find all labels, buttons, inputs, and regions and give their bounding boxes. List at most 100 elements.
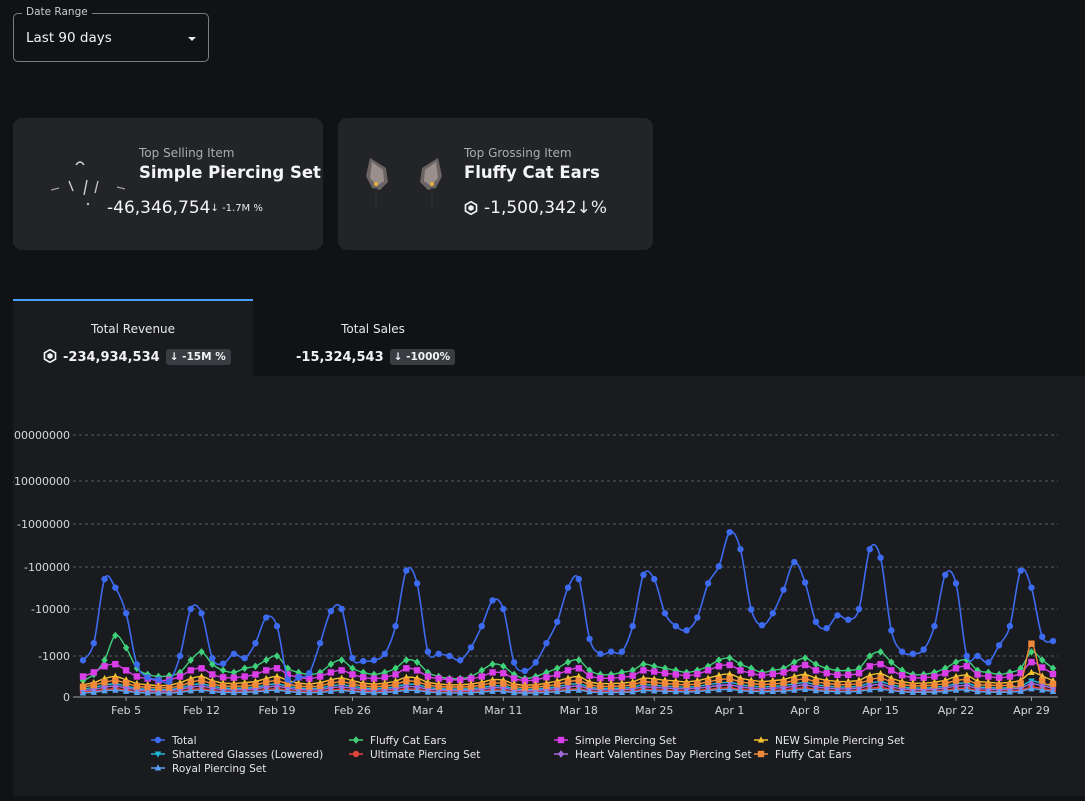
data-point — [316, 673, 324, 680]
data-point — [942, 664, 949, 673]
data-point — [942, 680, 949, 687]
data-point — [101, 575, 108, 583]
date-range-select[interactable]: Date Range Last 90 days — [13, 6, 209, 62]
data-point — [629, 681, 636, 688]
legend-marker — [757, 750, 765, 758]
data-point — [457, 657, 464, 664]
data-point — [726, 681, 733, 689]
data-point — [327, 607, 335, 615]
legend-label: Ultimate Piercing Set — [370, 749, 480, 761]
data-point — [90, 639, 97, 647]
data-point — [963, 652, 970, 660]
legend-item[interactable]: Heart Valentines Day Piercing Set — [554, 749, 752, 761]
data-point — [715, 663, 723, 670]
legend-item[interactable]: Royal Piercing Set — [151, 763, 266, 775]
data-point — [457, 689, 464, 696]
data-point — [715, 686, 723, 693]
data-point — [532, 659, 539, 666]
legend-item[interactable]: Total — [151, 735, 197, 747]
data-point — [166, 689, 173, 696]
legend-item[interactable]: Shattered Glasses (Lowered) — [151, 749, 323, 761]
data-point — [489, 597, 496, 604]
data-point — [812, 678, 820, 686]
change-badge: ↓ -15M % — [165, 349, 231, 365]
data-point — [877, 554, 884, 561]
data-point — [521, 677, 529, 684]
data-point — [155, 689, 162, 696]
data-point — [144, 674, 151, 681]
data-point — [985, 673, 992, 680]
data-point — [974, 652, 981, 660]
data-point — [974, 681, 981, 688]
data-point — [273, 686, 281, 693]
data-point — [187, 656, 194, 664]
data-point — [629, 688, 636, 695]
data-point — [597, 674, 604, 682]
top-grossing-card: Top Grossing Item Fluffy Cat Ears -1,500… — [338, 118, 653, 250]
data-point — [500, 605, 507, 613]
data-point — [855, 670, 863, 677]
tab-total-revenue[interactable]: Total Revenue -234,934,534 ↓ -15M % — [13, 301, 253, 376]
top-grossing-label: Top Grossing Item — [464, 146, 572, 160]
tab-total-sales[interactable]: Total Sales -15,324,543 ↓ -1000% — [253, 301, 493, 376]
data-point — [295, 688, 302, 695]
data-point — [198, 665, 205, 672]
data-point — [1006, 681, 1014, 689]
data-point — [90, 681, 97, 689]
legend-item[interactable]: NEW Simple Piercing Set — [754, 735, 905, 747]
legend-marker — [557, 750, 565, 758]
data-point — [888, 678, 895, 686]
active-tab-indicator — [13, 299, 253, 301]
legend-item[interactable]: Simple Piercing Set — [554, 735, 676, 747]
data-point — [791, 658, 798, 666]
data-point — [176, 688, 184, 695]
data-point — [1006, 673, 1014, 680]
data-point — [403, 682, 410, 691]
data-point — [963, 686, 970, 693]
data-point — [877, 648, 884, 656]
data-point — [370, 688, 378, 696]
data-point — [306, 675, 313, 682]
legend-item[interactable]: Fluffy Cat Ears — [754, 749, 851, 761]
data-point — [586, 666, 593, 675]
data-point — [1017, 680, 1024, 687]
legend-item[interactable]: Ultimate Piercing Set — [349, 749, 480, 761]
data-point — [575, 665, 582, 672]
data-point — [607, 674, 615, 682]
data-point — [801, 654, 809, 662]
data-point — [554, 681, 561, 688]
data-point — [952, 682, 960, 690]
data-point — [349, 687, 356, 695]
data-point — [931, 622, 938, 630]
top-selling-value: -46,346,754 — [107, 198, 211, 218]
data-point — [144, 683, 151, 691]
data-point — [672, 622, 679, 630]
data-point — [273, 665, 281, 672]
legend-marker — [154, 736, 162, 744]
data-point — [780, 669, 787, 676]
data-point — [457, 676, 464, 683]
data-point — [780, 586, 787, 593]
data-point — [1028, 640, 1035, 647]
top-selling-name[interactable]: Simple Piercing Set — [139, 163, 321, 182]
data-point — [963, 656, 970, 664]
data-point — [133, 688, 141, 696]
data-point — [230, 650, 238, 658]
data-point — [672, 671, 679, 678]
y-tick-label: 0 — [63, 691, 70, 704]
data-point — [845, 688, 852, 695]
data-point — [758, 688, 766, 695]
legend-item[interactable]: Fluffy Cat Ears — [349, 735, 446, 747]
data-point — [467, 688, 475, 696]
data-point — [877, 674, 884, 682]
data-point — [694, 680, 701, 688]
data-point — [489, 687, 496, 694]
data-point — [327, 679, 335, 687]
legend-label: Heart Valentines Day Piercing Set — [575, 749, 752, 761]
data-point — [748, 670, 755, 677]
data-point — [629, 622, 636, 630]
data-point — [187, 605, 194, 613]
data-point — [295, 674, 302, 681]
top-grossing-name[interactable]: Fluffy Cat Ears — [464, 163, 600, 182]
data-point — [446, 683, 453, 691]
